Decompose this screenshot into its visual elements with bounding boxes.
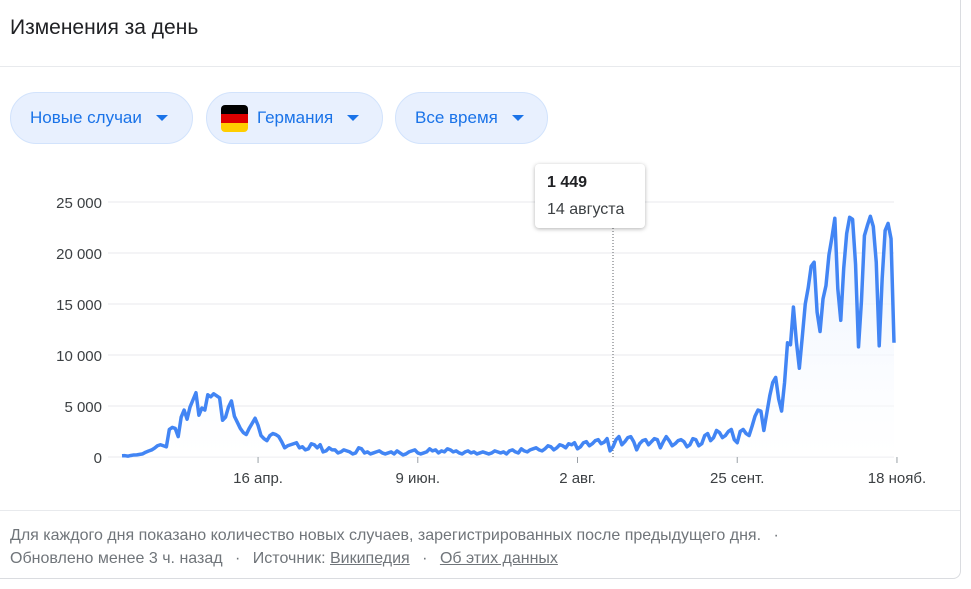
footer-separator: · [422,550,428,567]
tooltip-date: 14 августа [547,201,625,218]
page-title: Изменения за день [10,16,199,39]
chevron-down-icon [511,115,524,121]
about-data-link[interactable]: Об этих данных [439,550,558,567]
y-tick-label: 25 000 [56,195,102,212]
footer-divider [0,510,960,511]
x-tick-label: 25 сент. [710,470,764,487]
covid-card: Изменения за день Новые случаи Германия … [0,0,961,579]
country-dropdown[interactable]: Германия [206,92,383,144]
y-tick-label: 15 000 [56,297,102,314]
metric-dropdown[interactable]: Новые случаи [10,92,193,144]
chart-tooltip: 1 449 14 августа [535,164,645,228]
tooltip-value: 1 449 [547,174,588,191]
country-dropdown-label: Германия [257,108,334,127]
germany-flag-icon [221,104,248,132]
y-tick-label: 20 000 [56,246,102,263]
wikipedia-link[interactable]: Википедия [330,550,410,567]
footer: Для каждого дня показано количество новы… [10,524,787,570]
header-divider [0,66,960,67]
x-tick-label: 16 апр. [233,470,283,487]
cases-chart[interactable]: 25 000 20 000 15 000 10 000 5 000 0 16 апр. 9 … [0,0,960,500]
metric-dropdown-label: Новые случаи [30,108,142,127]
footer-note: Для каждого дня показано количество новы… [10,527,762,544]
y-tick-label: 5 000 [64,399,102,416]
chevron-down-icon [347,115,360,121]
footer-source-label: Источник: [252,550,326,567]
y-tick-label: 10 000 [56,348,102,365]
x-tick-label: 9 июн. [395,470,440,487]
footer-updated: Обновлено менее 3 ч. назад [10,550,223,567]
x-tick-label: 18 нояб. [868,470,926,487]
footer-separator: · [235,550,241,567]
cases-area-fill [122,216,894,457]
footer-separator: · [773,527,779,544]
period-dropdown-label: Все время [415,108,498,127]
chevron-down-icon [155,115,168,121]
x-tick-label: 2 авг. [559,470,596,487]
cases-line-series [121,214,896,458]
y-tick-label: 0 [94,450,102,467]
period-dropdown[interactable]: Все время [395,92,548,144]
